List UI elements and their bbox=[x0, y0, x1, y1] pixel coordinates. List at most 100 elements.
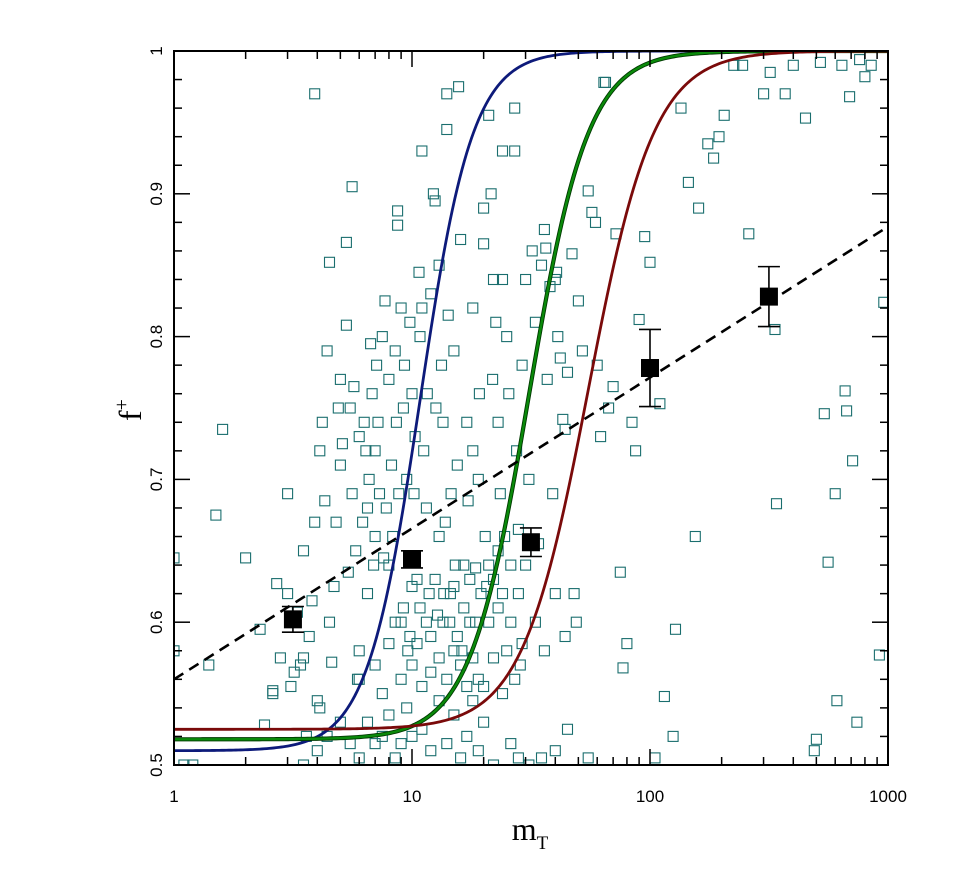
dashed-fit-line bbox=[174, 225, 888, 681]
scatter-point bbox=[445, 488, 457, 500]
scatter-point bbox=[433, 259, 445, 271]
scatter-point bbox=[644, 256, 656, 268]
scatter-point bbox=[392, 205, 404, 217]
scatter-point bbox=[390, 416, 402, 428]
scatter-point bbox=[799, 112, 812, 124]
scatter-point bbox=[496, 145, 509, 157]
scatter-point bbox=[764, 66, 776, 78]
scatter-point bbox=[346, 181, 358, 193]
scatter-point bbox=[501, 645, 513, 657]
y-tick-label: 0.6 bbox=[147, 610, 166, 634]
scatter-point bbox=[294, 659, 307, 671]
x-axis-label: mT bbox=[512, 811, 549, 854]
scatter-point bbox=[326, 656, 338, 668]
scatter-point bbox=[297, 545, 310, 557]
scatter-point bbox=[373, 488, 386, 500]
scatter-point bbox=[449, 559, 461, 571]
scatter-point bbox=[365, 338, 377, 350]
scatter-point bbox=[461, 416, 473, 428]
scatter-point bbox=[336, 438, 348, 450]
scatter-point bbox=[346, 488, 358, 500]
scatter-point bbox=[599, 76, 612, 88]
scatter-point bbox=[462, 495, 474, 507]
scatter-point bbox=[344, 738, 356, 750]
scatter-point bbox=[334, 373, 346, 385]
scatter-point bbox=[267, 685, 279, 697]
scatter-point bbox=[444, 616, 456, 628]
scatter-point bbox=[458, 559, 470, 571]
scatter-point bbox=[411, 638, 423, 650]
scatter-point bbox=[416, 302, 428, 314]
scatter-point bbox=[372, 416, 384, 428]
scatter-point bbox=[529, 316, 541, 328]
binned-point bbox=[403, 550, 421, 569]
scatter-point bbox=[535, 259, 548, 271]
scatter-point bbox=[174, 552, 180, 564]
scatter-point bbox=[414, 331, 426, 343]
scatter-point bbox=[478, 680, 490, 693]
scatter-point bbox=[361, 502, 374, 514]
scatter-point bbox=[512, 588, 524, 600]
scatter-point bbox=[285, 680, 297, 693]
scatter-point bbox=[395, 302, 407, 314]
scatter-point bbox=[383, 638, 395, 650]
scatter-point bbox=[865, 59, 877, 71]
scatter-point bbox=[509, 102, 521, 114]
scatter-point bbox=[408, 488, 420, 500]
scatter-point bbox=[737, 59, 749, 71]
scatter-point bbox=[437, 616, 449, 628]
scatter-point bbox=[395, 673, 407, 685]
scatter-point bbox=[217, 423, 229, 435]
scatter-point bbox=[505, 738, 517, 750]
scatter-point bbox=[549, 588, 561, 600]
scatter-point bbox=[321, 345, 333, 357]
scatter-point bbox=[358, 416, 370, 428]
scatter-point bbox=[353, 645, 365, 657]
scatter-point bbox=[379, 295, 391, 307]
scatter-point bbox=[873, 649, 885, 661]
scatter-point bbox=[520, 273, 532, 286]
scatter-point bbox=[348, 381, 360, 393]
scatter-point bbox=[464, 616, 476, 628]
ticks bbox=[173, 50, 889, 766]
scatter-point bbox=[406, 659, 418, 671]
scatter-point bbox=[639, 231, 651, 243]
scatter-point bbox=[847, 455, 859, 467]
scatter-point bbox=[423, 588, 435, 600]
scatter-point bbox=[442, 309, 454, 321]
scatter-point bbox=[429, 195, 441, 207]
y-tick-label: 0.9 bbox=[147, 182, 166, 206]
scatter-point bbox=[689, 530, 701, 543]
scatter-point bbox=[435, 359, 448, 371]
scatter-point bbox=[483, 109, 495, 121]
dashed-fit bbox=[174, 225, 888, 681]
scatter-point bbox=[626, 416, 638, 428]
scatter-point bbox=[854, 54, 866, 66]
scatter-point bbox=[490, 316, 502, 328]
scatter-point bbox=[425, 666, 437, 678]
scatter-point bbox=[669, 623, 682, 635]
scatter-point bbox=[487, 759, 500, 765]
scatter-point bbox=[413, 266, 425, 278]
scatter-point bbox=[851, 716, 863, 728]
scatter-point bbox=[538, 645, 550, 657]
scatter-point bbox=[438, 588, 450, 600]
scatter-point bbox=[464, 573, 476, 585]
scatter-point bbox=[395, 616, 407, 628]
binned-points bbox=[281, 265, 780, 633]
scatter-point bbox=[713, 131, 725, 143]
scatter-point bbox=[401, 702, 413, 714]
scatter-point bbox=[369, 659, 381, 671]
scatter-points bbox=[174, 54, 888, 765]
scatter-point bbox=[503, 388, 515, 400]
scatter-point bbox=[552, 331, 564, 343]
scatter-point bbox=[451, 459, 463, 471]
scatter-point bbox=[425, 630, 437, 643]
scatter-point bbox=[589, 216, 602, 228]
scatter-point bbox=[360, 445, 372, 457]
scatter-point bbox=[461, 680, 473, 693]
scatter-point bbox=[561, 723, 574, 735]
scatter-point bbox=[496, 588, 509, 600]
scatter-point bbox=[340, 236, 352, 248]
scatter-point bbox=[818, 408, 830, 420]
